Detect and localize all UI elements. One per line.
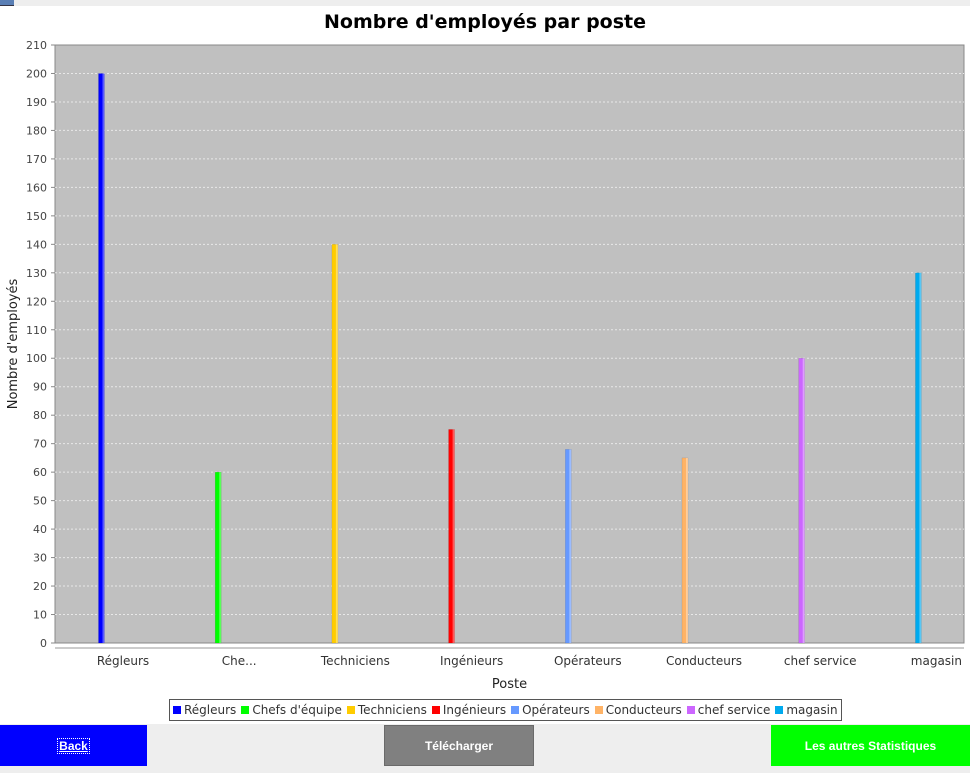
bar-highlight xyxy=(452,429,455,643)
y-tick-label: 100 xyxy=(26,352,47,365)
legend-swatch xyxy=(511,706,520,714)
legend-label: Ingénieurs xyxy=(442,703,507,717)
bottom-strip xyxy=(0,767,970,773)
legend-label: chef service xyxy=(697,703,771,717)
bar-highlight xyxy=(335,244,338,644)
y-tick-label: 20 xyxy=(33,580,47,593)
other-statistics-button[interactable]: Les autres Statistiques xyxy=(771,725,970,766)
legend-swatch xyxy=(431,706,440,714)
legend-swatch xyxy=(241,706,250,714)
bar xyxy=(331,244,339,644)
legend-item: chef service xyxy=(686,703,771,717)
legend-item: magasin xyxy=(775,703,838,717)
legend-item: Techniciens xyxy=(346,703,427,717)
y-tick-label: 80 xyxy=(33,409,47,422)
y-tick-label: 90 xyxy=(33,381,47,394)
x-tick-label: magasin xyxy=(911,654,962,668)
app-icon xyxy=(0,0,14,6)
legend-label: Conducteurs xyxy=(605,703,682,717)
legend-item: Chefs d'équipe xyxy=(241,703,342,717)
bar-highlight xyxy=(219,472,222,643)
legend-item: Ingénieurs xyxy=(431,703,507,717)
y-tick-label: 70 xyxy=(33,438,47,451)
y-tick-label: 160 xyxy=(26,181,47,194)
back-button[interactable]: Back xyxy=(0,725,147,766)
legend-swatch xyxy=(346,706,355,714)
y-tick-label: 60 xyxy=(33,466,47,479)
y-tick-label: 40 xyxy=(33,523,47,536)
x-tick-label: Conducteurs xyxy=(666,654,742,668)
y-axis-label: Nombre d'employés xyxy=(6,279,21,410)
y-tick-label: 120 xyxy=(26,295,47,308)
bar xyxy=(565,449,572,644)
y-tick-label: 50 xyxy=(33,495,47,508)
x-tick-label: Techniciens xyxy=(320,654,390,668)
x-tick-label: chef service xyxy=(784,654,857,668)
legend-swatch xyxy=(686,706,695,714)
legend-item: Régleurs xyxy=(173,703,236,717)
y-tick-label: 10 xyxy=(33,609,47,622)
legend-swatch xyxy=(775,706,784,714)
bar-highlight xyxy=(102,73,105,643)
bar xyxy=(681,457,689,644)
chart-legend: Régleurs Chefs d'équipe Techniciens Ingénie… xyxy=(169,699,842,721)
y-tick-label: 210 xyxy=(26,39,47,52)
download-button[interactable]: Télécharger xyxy=(384,725,534,766)
x-tick-label: Che... xyxy=(222,654,257,668)
bar-chart: 0 10 20 30 40 50 60 70 80 90 100 110 120 130 140 150 160… xyxy=(6,39,965,692)
y-tick-label: 130 xyxy=(26,267,47,280)
y-tick-label: 190 xyxy=(26,96,47,109)
back-button-label: Back xyxy=(57,737,90,754)
legend-item: Conducteurs xyxy=(594,703,682,717)
chart-panel: Nombre d'employés par poste 0 10 20 30 40 50 6… xyxy=(0,6,970,724)
legend-label: Chefs d'équipe xyxy=(252,703,342,717)
y-tick-label: 110 xyxy=(26,324,47,337)
x-tick-label: Régleurs xyxy=(97,654,149,668)
bar-highlight xyxy=(802,358,805,643)
legend-label: Opérateurs xyxy=(522,703,590,717)
bar xyxy=(448,429,455,644)
bar xyxy=(798,357,805,644)
y-tick-label: 30 xyxy=(33,552,47,565)
y-tick-label: 200 xyxy=(26,67,47,80)
x-axis-label: Poste xyxy=(492,677,527,692)
y-tick-label: 150 xyxy=(26,210,47,223)
y-tick-label: 140 xyxy=(26,238,47,251)
bar xyxy=(915,272,922,644)
legend-item: Opérateurs xyxy=(511,703,590,717)
legend-label: Techniciens xyxy=(357,703,427,717)
legend-label: Régleurs xyxy=(184,703,237,717)
legend-swatch xyxy=(173,706,181,714)
window-titlebar xyxy=(0,0,970,6)
bar xyxy=(214,471,222,644)
legend-label: magasin xyxy=(786,703,838,717)
bar-highlight xyxy=(919,272,922,643)
plot-area xyxy=(54,44,965,644)
bar-highlight xyxy=(686,457,688,643)
y-tick-label: 170 xyxy=(26,153,47,166)
bar-highlight xyxy=(569,449,572,643)
y-tick-label: 180 xyxy=(26,124,47,137)
chart-title: Nombre d'employés par poste xyxy=(323,11,647,33)
x-tick-label: Opérateurs xyxy=(554,654,622,668)
legend-swatch xyxy=(594,706,603,714)
y-tick-label: 0 xyxy=(40,637,47,650)
x-tick-label: Ingénieurs xyxy=(440,654,503,668)
bar xyxy=(98,73,105,644)
